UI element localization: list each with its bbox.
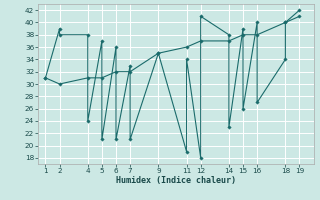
X-axis label: Humidex (Indice chaleur): Humidex (Indice chaleur) [116,176,236,185]
